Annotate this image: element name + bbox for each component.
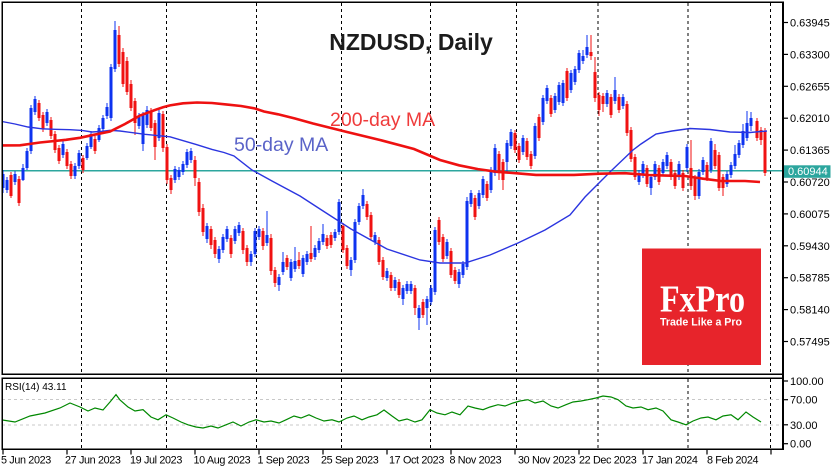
svg-text:0.60720: 0.60720 <box>790 177 830 189</box>
svg-text:0.58140: 0.58140 <box>790 305 830 317</box>
svg-text:0.00: 0.00 <box>790 439 811 451</box>
svg-text:17 Oct 2023: 17 Oct 2023 <box>389 455 444 467</box>
svg-text:50-day MA: 50-day MA <box>234 134 328 156</box>
svg-text:0.60075: 0.60075 <box>790 209 830 221</box>
svg-text:70.00: 70.00 <box>790 395 818 407</box>
svg-text:8 Nov 2023: 8 Nov 2023 <box>450 455 502 467</box>
svg-text:22 Dec 2023: 22 Dec 2023 <box>579 455 637 467</box>
svg-text:30.00: 30.00 <box>790 420 818 432</box>
svg-text:NZDUSD, Daily: NZDUSD, Daily <box>329 29 493 55</box>
svg-text:0.60944: 0.60944 <box>788 166 828 178</box>
svg-text:30 Nov 2023: 30 Nov 2023 <box>518 455 576 467</box>
svg-text:Trade Like a Pro: Trade Like a Pro <box>660 317 742 329</box>
svg-text:8 Feb 2024: 8 Feb 2024 <box>707 455 758 467</box>
svg-text:0.58785: 0.58785 <box>790 273 830 285</box>
svg-text:0.63300: 0.63300 <box>790 49 830 61</box>
svg-text:0.62010: 0.62010 <box>790 113 830 125</box>
svg-text:19 Jul 2023: 19 Jul 2023 <box>130 455 182 467</box>
svg-text:10 Aug 2023: 10 Aug 2023 <box>194 455 251 467</box>
svg-text:RSI(14) 43.11: RSI(14) 43.11 <box>5 382 67 393</box>
svg-text:FxPro: FxPro <box>660 279 745 321</box>
svg-text:200-day MA: 200-day MA <box>330 109 435 131</box>
svg-text:100.00: 100.00 <box>790 376 824 388</box>
svg-text:0.63945: 0.63945 <box>790 18 830 30</box>
svg-text:25 Sep 2023: 25 Sep 2023 <box>321 455 379 467</box>
svg-text:0.61365: 0.61365 <box>790 145 830 157</box>
svg-text:1 Sep 2023: 1 Sep 2023 <box>258 455 310 467</box>
svg-text:0.59430: 0.59430 <box>790 241 830 253</box>
svg-text:17 Jan 2024: 17 Jan 2024 <box>642 455 698 467</box>
svg-text:0.62655: 0.62655 <box>790 81 830 93</box>
svg-text:0.57495: 0.57495 <box>790 337 830 349</box>
svg-text:27 Jun 2023: 27 Jun 2023 <box>65 455 121 467</box>
svg-text:5 Jun 2023: 5 Jun 2023 <box>1 455 51 467</box>
